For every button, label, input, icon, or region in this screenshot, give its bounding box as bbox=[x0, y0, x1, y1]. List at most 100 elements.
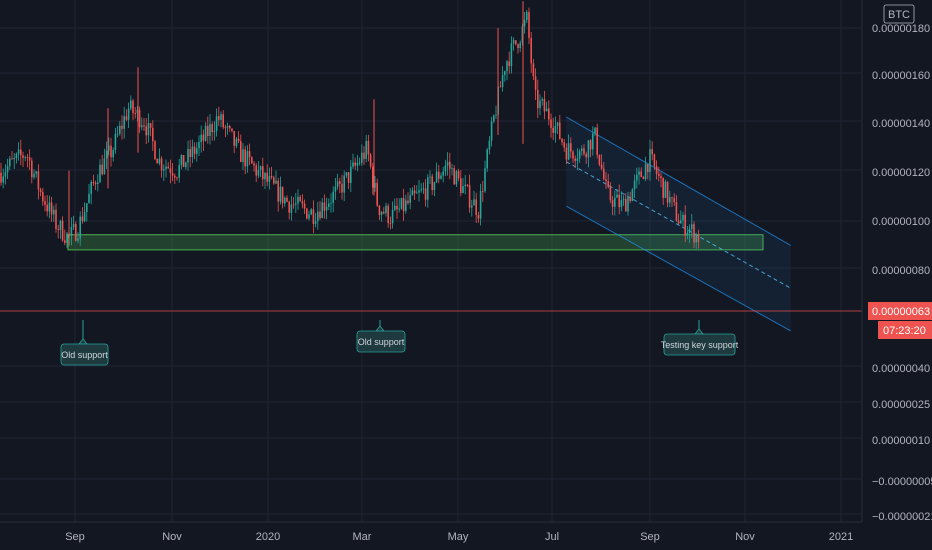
candle-body bbox=[625, 199, 627, 212]
candle-body bbox=[438, 171, 440, 179]
candle-body bbox=[479, 191, 482, 219]
candle-body bbox=[446, 161, 449, 166]
candle-body bbox=[215, 116, 218, 131]
candle-body bbox=[455, 171, 458, 185]
y-tick-label: 0.00000080 bbox=[872, 265, 930, 277]
candle-body bbox=[631, 189, 634, 202]
candle-body bbox=[653, 154, 656, 167]
callout-label: Old support bbox=[358, 337, 405, 347]
candle-body bbox=[17, 149, 20, 154]
candle-body bbox=[295, 203, 297, 205]
candle-body bbox=[504, 71, 506, 75]
annotation-callout[interactable]: Old support bbox=[60, 320, 109, 366]
x-tick-label: Nov bbox=[735, 531, 755, 543]
candle-body bbox=[697, 234, 700, 243]
candle-body bbox=[31, 160, 33, 178]
price-axis[interactable]: 0.00000180 0.00000160 0.00000140 0.00000120… bbox=[861, 0, 932, 523]
candle-body bbox=[259, 166, 262, 170]
candle-body bbox=[682, 214, 684, 221]
candle-body bbox=[466, 184, 469, 186]
candle-body bbox=[532, 63, 535, 77]
candle-body bbox=[352, 162, 354, 167]
candle-body bbox=[246, 151, 249, 167]
candle-body bbox=[92, 181, 95, 183]
time-axis-panel bbox=[0, 522, 932, 550]
candle-body bbox=[563, 142, 565, 148]
candle-body bbox=[279, 186, 282, 202]
candle-body bbox=[134, 113, 136, 114]
candle-body bbox=[33, 173, 35, 178]
candle-body bbox=[530, 37, 532, 64]
candle-body bbox=[501, 74, 504, 87]
x-tick-label: Sep bbox=[640, 531, 660, 543]
candle-body bbox=[655, 166, 658, 174]
candle-body bbox=[464, 184, 466, 187]
candle-body bbox=[28, 157, 31, 161]
candle-body bbox=[424, 188, 427, 200]
candle-body bbox=[328, 203, 330, 207]
candle-body bbox=[2, 176, 4, 183]
candle-body bbox=[66, 233, 68, 243]
candle-body bbox=[277, 180, 279, 202]
candle-body bbox=[587, 140, 590, 158]
candle-body bbox=[262, 166, 264, 180]
candle-body bbox=[171, 172, 174, 176]
time-axis[interactable]: Sep Nov 2020 Mar May Jul Sep Nov 2021 bbox=[0, 521, 932, 550]
candle-body bbox=[75, 224, 77, 241]
candle-body bbox=[552, 127, 554, 133]
candle-body bbox=[354, 162, 356, 166]
channel-lower-line[interactable] bbox=[566, 205, 792, 332]
candle-body bbox=[418, 190, 420, 193]
candle-body bbox=[508, 61, 510, 67]
candle-body bbox=[664, 181, 667, 198]
candle-body bbox=[603, 168, 605, 180]
candle-body bbox=[677, 220, 680, 224]
candle-body bbox=[638, 171, 640, 175]
grid-lines bbox=[0, 0, 862, 522]
support-zone-rect[interactable] bbox=[67, 234, 764, 251]
candle-body bbox=[105, 150, 108, 159]
candle-body bbox=[37, 171, 40, 190]
candle-body bbox=[367, 140, 370, 155]
candle-body bbox=[649, 149, 651, 172]
x-tick-label: Mar bbox=[353, 531, 372, 543]
countdown-box bbox=[878, 321, 932, 339]
annotation-callout[interactable]: Old support bbox=[356, 320, 406, 353]
candle-body bbox=[306, 208, 308, 219]
candle-body bbox=[411, 190, 414, 196]
candle-body bbox=[4, 172, 7, 177]
candle-body bbox=[176, 177, 178, 179]
candle-body bbox=[374, 182, 376, 188]
candle-body bbox=[119, 125, 121, 134]
candle-body bbox=[125, 116, 128, 120]
candle-body bbox=[541, 99, 543, 101]
candle-body bbox=[108, 145, 110, 151]
candle-body bbox=[207, 125, 209, 137]
callout-box bbox=[663, 333, 736, 356]
candle-body bbox=[189, 149, 191, 157]
candle-body bbox=[158, 158, 161, 164]
candle-body bbox=[559, 122, 561, 139]
candle-body bbox=[253, 163, 255, 166]
candlestick-series bbox=[0, 1, 700, 249]
candle-body bbox=[484, 168, 486, 192]
candle-body bbox=[339, 181, 341, 184]
candle-body bbox=[396, 205, 398, 210]
candle-body bbox=[240, 141, 242, 162]
annotation-callouts: Old support Old support Testing key suppor… bbox=[60, 320, 739, 366]
candle-body bbox=[154, 141, 156, 160]
callout-box bbox=[60, 343, 109, 366]
currency-badge[interactable]: BTC bbox=[883, 4, 915, 24]
channel-upper-line[interactable] bbox=[566, 116, 792, 246]
candle-body bbox=[312, 209, 315, 224]
candle-body bbox=[495, 114, 497, 116]
annotation-callout[interactable]: Testing key support bbox=[661, 320, 739, 356]
candle-body bbox=[273, 177, 275, 184]
candle-body bbox=[24, 157, 26, 159]
candle-body bbox=[385, 205, 387, 214]
candle-body bbox=[596, 127, 598, 155]
candle-body bbox=[449, 161, 451, 169]
candle-body bbox=[680, 220, 682, 224]
candle-body bbox=[114, 133, 117, 150]
